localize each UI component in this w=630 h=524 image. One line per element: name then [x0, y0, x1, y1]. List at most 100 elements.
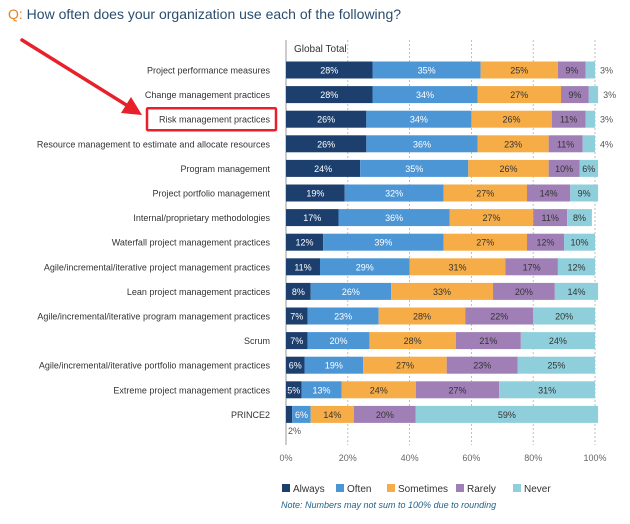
- column-header: Global Total: [294, 44, 347, 55]
- bar-segment: [286, 381, 302, 399]
- bar-segment: [570, 184, 599, 202]
- bar-segment: [533, 307, 595, 325]
- data-label: 5%: [287, 385, 300, 395]
- data-label: 14%: [567, 287, 585, 297]
- bar-segment: [582, 135, 595, 153]
- data-label: 6%: [295, 410, 308, 420]
- bar-segment: [554, 282, 599, 300]
- data-label: 36%: [385, 213, 403, 223]
- bar-segment: [391, 282, 494, 300]
- bar-segment: [493, 282, 555, 300]
- data-label: 3%: [600, 115, 613, 125]
- bar-segment: [286, 110, 367, 128]
- question-prefix: Q:: [8, 6, 23, 22]
- data-label: 26%: [499, 164, 517, 174]
- data-label: 27%: [476, 189, 494, 199]
- bar-segment: [360, 159, 469, 177]
- bar-segment: [353, 405, 416, 423]
- data-label: 27%: [482, 213, 500, 223]
- bar-segment: [286, 61, 373, 79]
- bar-segment: [477, 135, 549, 153]
- data-label: 28%: [413, 312, 431, 322]
- category-label: Project performance measures: [147, 66, 271, 76]
- data-label: 8%: [573, 213, 586, 223]
- bar-segment: [585, 61, 595, 79]
- bar-segment: [286, 209, 339, 227]
- data-label: 27%: [510, 90, 528, 100]
- bar-segment: [443, 184, 528, 202]
- x-tick-label: 80%: [524, 453, 542, 463]
- data-label: 11%: [294, 262, 311, 272]
- data-label: 6%: [582, 164, 595, 174]
- bar-segment: [443, 233, 528, 251]
- x-tick-label: 20%: [339, 453, 357, 463]
- bar-segment: [372, 61, 481, 79]
- data-label: 14%: [540, 189, 558, 199]
- bar-segment: [548, 135, 583, 153]
- legend-label: Sometimes: [398, 484, 448, 495]
- data-label: 12%: [567, 262, 585, 272]
- category-label: Program management: [180, 164, 270, 174]
- category-label: PRINCE2: [231, 410, 270, 420]
- bar-segment: [307, 307, 379, 325]
- data-label: 24%: [370, 385, 388, 395]
- bar-segment: [372, 86, 478, 104]
- data-label: 19%: [306, 189, 324, 199]
- bar-segment: [292, 405, 311, 423]
- x-tick-label: 100%: [583, 453, 606, 463]
- bar-segment: [505, 258, 558, 276]
- data-label: 8%: [292, 287, 305, 297]
- data-label: 7%: [290, 312, 303, 322]
- rounding-note: Note: Numbers may not sum to 100% due to…: [281, 500, 497, 510]
- bar-segment: [366, 135, 478, 153]
- data-label: 11%: [560, 115, 577, 125]
- data-label: 35%: [405, 164, 423, 174]
- data-label: 27%: [448, 385, 466, 395]
- bar-segment: [286, 282, 311, 300]
- data-label: 27%: [396, 361, 414, 371]
- category-label: Scrum: [244, 336, 270, 346]
- bar-segment: [533, 209, 568, 227]
- data-label: 34%: [410, 115, 428, 125]
- category-label: Agile/incremental/iterative project mana…: [44, 262, 271, 272]
- data-label: 3%: [603, 90, 616, 100]
- data-label: 29%: [356, 262, 374, 272]
- category-label: Extreme project management practices: [113, 385, 270, 395]
- bar-segment: [286, 135, 367, 153]
- bar-segment: [471, 110, 552, 128]
- data-label: 27%: [476, 238, 494, 248]
- x-tick-label: 40%: [401, 453, 419, 463]
- legend-swatch: [456, 484, 464, 492]
- bar-segment: [465, 307, 534, 325]
- data-label: 23%: [504, 139, 522, 149]
- data-label: 10%: [555, 164, 573, 174]
- legend-swatch: [387, 484, 395, 492]
- data-label: 28%: [320, 90, 338, 100]
- bar-segment: [369, 332, 456, 350]
- data-label: 39%: [374, 238, 392, 248]
- data-label: 11%: [557, 139, 574, 149]
- data-label: 17%: [523, 262, 541, 272]
- bar-segment: [310, 282, 392, 300]
- bar-segment: [557, 258, 595, 276]
- bar-segment: [527, 184, 571, 202]
- data-label: 28%: [320, 66, 338, 76]
- bar-segment: [344, 184, 444, 202]
- data-label: 20%: [555, 312, 573, 322]
- bar-segment: [301, 381, 342, 399]
- data-label: 26%: [317, 139, 335, 149]
- data-label: 28%: [404, 336, 422, 346]
- bar-segment: [319, 258, 410, 276]
- bar-segment: [286, 332, 308, 350]
- bar-segment: [557, 61, 586, 79]
- data-label: 6%: [289, 361, 302, 371]
- bar-segment: [363, 356, 447, 374]
- bar-segment: [551, 110, 586, 128]
- bar-segment: [579, 159, 599, 177]
- bar-segment: [548, 159, 580, 177]
- bar-segment: [310, 405, 354, 423]
- bar-segment: [366, 110, 472, 128]
- data-label: 20%: [515, 287, 533, 297]
- data-label: 12%: [296, 238, 314, 248]
